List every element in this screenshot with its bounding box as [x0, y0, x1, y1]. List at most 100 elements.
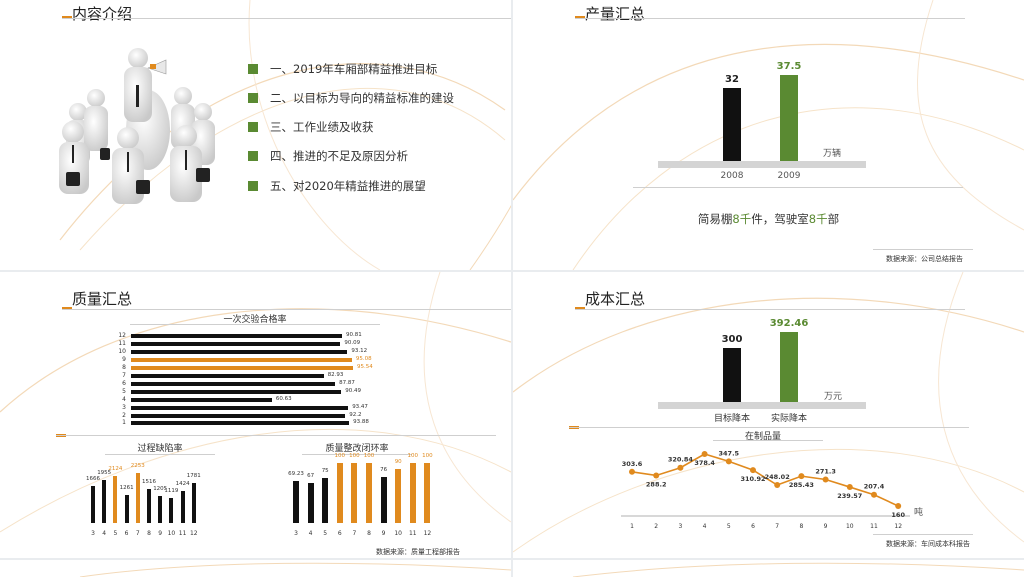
- closed-loop-rate-chart: 质量整改闭环率 69.23 3 67 4 75 5 100 6 100 7 100 8 76 9 90 10 10…: [0, 272, 511, 558]
- data-label: 207.4: [864, 483, 885, 491]
- x-tick-label: 5: [727, 523, 731, 530]
- data-label: 1119: [164, 488, 179, 495]
- bar: [780, 332, 798, 402]
- bar: [723, 348, 741, 402]
- data-label: 69.23: [288, 471, 304, 478]
- x-tick-label: 10: [846, 523, 854, 530]
- bar: [169, 498, 174, 523]
- x-tick-label: 12: [894, 523, 902, 530]
- chart-title-rule: [302, 454, 412, 455]
- data-point: [846, 484, 853, 491]
- bar: [131, 365, 353, 370]
- source-note: 数据来源：公司总结报告: [886, 255, 963, 263]
- agenda-item-1[interactable]: 一、2019年车厢部精益推进目标: [248, 61, 508, 77]
- x-tick-label: 实际降本: [770, 414, 807, 424]
- x-tick-label: 3: [294, 530, 298, 537]
- bullet-square-icon: [248, 122, 258, 132]
- y-tick-label: 5: [122, 387, 126, 395]
- x-tick-label: 3: [678, 523, 682, 530]
- data-label: 100: [334, 453, 346, 459]
- x-tick-label: 12: [189, 530, 198, 537]
- agenda-item-4[interactable]: 四、推进的不足及原因分析: [248, 148, 508, 164]
- x-tick-label: 11: [178, 530, 187, 537]
- bar: [131, 413, 346, 418]
- first-pass-yield-chart: 一次交验合格率 12 90.81 11 90.09 10 93.12 9 95.08 8 95.54…: [0, 272, 511, 558]
- bar: [131, 405, 349, 410]
- data-label: 320.84: [668, 456, 694, 464]
- chart-title-rule: [130, 324, 380, 325]
- agenda-item-label: 四、推进的不足及原因分析: [270, 149, 408, 163]
- wip-line-chart: 在制品量 303.6 1 288.2 2 320.84 3 378.4 4 347.5 5 310.9…: [513, 272, 1024, 558]
- x-tick-label: 5: [323, 530, 328, 537]
- data-point: [677, 464, 684, 471]
- caption-highlight: 8千: [732, 212, 752, 226]
- source-note: 数据来源：车间成本科报告: [886, 540, 970, 548]
- bar: [131, 397, 272, 402]
- data-label: 92.2: [349, 411, 362, 418]
- data-label: 75: [321, 468, 329, 474]
- x-tick-label: 2008: [720, 171, 744, 181]
- chart-title: 过程缺陷率: [137, 444, 183, 454]
- bullet-square-icon: [248, 93, 258, 103]
- x-tick-label: 10: [167, 530, 176, 537]
- y-tick-label: 6: [122, 379, 126, 387]
- data-point: [798, 473, 805, 480]
- data-label: 303.6: [622, 460, 643, 468]
- x-tick-label: 目标降本: [713, 414, 750, 424]
- slide-partial-next[interactable]: [0, 560, 511, 577]
- slide-output-summary[interactable]: 产量汇总 32 2008 37.5 2009 万辆 简易棚8千件，驾驶室8千部 数据来…: [513, 0, 1024, 270]
- data-point: [822, 476, 829, 483]
- caption-text: 部: [827, 212, 840, 226]
- bar: [135, 473, 140, 523]
- decorative-swirl: [572, 562, 1024, 577]
- bar: [91, 486, 95, 523]
- data-label: 93.88: [353, 419, 369, 426]
- x-tick-label: 12: [423, 530, 432, 537]
- bar: [351, 463, 358, 523]
- data-point: [871, 491, 877, 498]
- agenda-item-3[interactable]: 三、工作业绩及收获: [248, 119, 508, 135]
- bar: [131, 341, 341, 346]
- data-label: 285.43: [789, 481, 814, 489]
- wip-line-svg: 303.6 1 288.2 2 320.84 3 378.4 4 347.5 5 310.92 6 24…: [621, 449, 910, 530]
- data-label: 300: [721, 334, 743, 346]
- chart-title: 质量整改闭环率: [325, 444, 389, 454]
- series-line: [631, 453, 899, 507]
- bar: [131, 334, 342, 338]
- source-note: 数据来源：质量工程部报告: [376, 548, 460, 556]
- agenda-item-2[interactable]: 二、以目标为导向的精益标准的建设: [248, 90, 508, 106]
- data-point: [750, 467, 756, 474]
- page-title: 成本汇总: [585, 290, 646, 308]
- data-label: 1424: [175, 481, 190, 488]
- slide-quality-summary[interactable]: 质量汇总 一次交验合格率 12 90.81 11 90.09 10 93.12 9 95.08 8…: [0, 272, 511, 558]
- data-label: 100: [363, 453, 375, 459]
- data-point: [725, 458, 732, 465]
- bar: [424, 463, 431, 523]
- data-point: [653, 472, 660, 479]
- data-point: [895, 503, 902, 509]
- slide-cost-summary[interactable]: 成本汇总 300 目标降本 392.46 实际降本 万元 在制品量 303.6 1 288.…: [513, 272, 1024, 558]
- x-tick-label: 3: [91, 530, 95, 537]
- slide-partial-next[interactable]: [513, 560, 1024, 577]
- unit-label: 万元: [824, 392, 843, 402]
- unit-label: 万辆: [823, 149, 842, 159]
- chart-baseline-bar: [658, 402, 866, 409]
- data-label: 60.63: [275, 395, 292, 402]
- data-label: 100: [422, 453, 433, 459]
- x-tick-label: 9: [824, 523, 828, 530]
- agenda-item-5[interactable]: 五、对2020年精益推进的展望: [248, 178, 508, 194]
- x-tick-label: 10: [394, 530, 402, 537]
- slide-content-intro[interactable]: 内容介绍 一、2019年车厢部精益推进目标 二、以目标为导向的精: [0, 0, 511, 270]
- x-tick-label: 7: [775, 523, 779, 530]
- data-point: [774, 482, 781, 489]
- y-tick-label: 8: [122, 363, 126, 371]
- divider: [873, 534, 973, 535]
- data-label: 392.46: [769, 318, 809, 329]
- data-label: 160: [891, 511, 905, 519]
- bar: [158, 496, 163, 523]
- y-tick-label: 7: [122, 371, 126, 379]
- bar: [191, 483, 196, 523]
- data-label: 288.2: [646, 480, 667, 488]
- chart-title-rule: [105, 454, 215, 455]
- x-tick-label: 8: [147, 530, 151, 537]
